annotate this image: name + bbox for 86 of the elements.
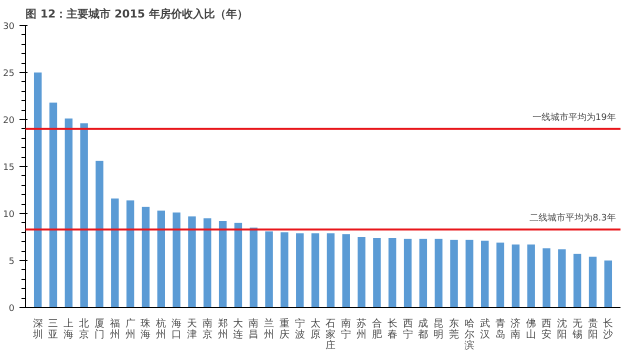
- x-tick-label: 重庆: [279, 318, 290, 340]
- x-tick-label: 大连: [233, 318, 244, 340]
- x-tick-label: 厦门: [94, 318, 104, 340]
- x-tick-label: 兰州: [264, 318, 274, 340]
- bar: [157, 210, 165, 308]
- chart-title: 图 12：主要城市 2015 年房价收入比（年）: [26, 8, 248, 20]
- x-tick-label: 西宁: [402, 318, 413, 340]
- bar: [204, 218, 212, 308]
- bar: [34, 72, 42, 308]
- x-tick-label: 郑州: [218, 318, 228, 340]
- y-tick-label: 15: [3, 163, 14, 173]
- bar: [558, 249, 566, 308]
- bar: [512, 244, 520, 308]
- bar: [188, 216, 196, 308]
- y-tick-label: 0: [8, 304, 15, 314]
- bar: [373, 238, 381, 308]
- x-tick-label: 长沙: [603, 318, 614, 340]
- bar: [142, 206, 150, 308]
- x-tick-label: 杭州: [155, 318, 166, 340]
- bar: [296, 233, 304, 308]
- bar: [265, 231, 273, 308]
- bar: [434, 238, 442, 308]
- bar: [280, 232, 288, 308]
- bar: [64, 118, 73, 308]
- x-tick-label: 昆明: [434, 318, 444, 340]
- x-tick-label: 深圳: [32, 318, 43, 340]
- bar: [388, 238, 396, 308]
- bar: [466, 240, 474, 308]
- x-tick-label: 广州: [125, 318, 136, 340]
- y-tick-label: 5: [8, 257, 15, 267]
- x-tick-label: 贵阳: [588, 318, 598, 340]
- bar: [419, 238, 428, 308]
- bar: [481, 240, 489, 308]
- bar: [49, 102, 58, 308]
- x-tick-label: 天津: [186, 318, 197, 340]
- x-tick-label: 上海: [64, 318, 74, 340]
- x-tick-label: 东莞: [449, 318, 460, 340]
- x-tick-label: 太原: [310, 318, 320, 340]
- x-tick-label: 南京: [202, 318, 212, 340]
- y-tick-label: 30: [3, 22, 15, 32]
- x-tick-label: 珠海: [140, 318, 151, 340]
- bar: [326, 233, 335, 308]
- x-tick-label: 南昌: [248, 318, 259, 340]
- bar: [404, 238, 412, 308]
- bar: [126, 200, 134, 308]
- x-tick-label: 海口: [172, 318, 182, 340]
- bar: [542, 248, 550, 308]
- bar: [450, 240, 458, 308]
- x-tick-label: 北京: [79, 318, 90, 340]
- x-tick-label: 沈阳: [556, 318, 567, 340]
- x-tick-label: 苏州: [356, 318, 367, 340]
- bar: [80, 123, 88, 308]
- x-tick-label: 南宁: [341, 318, 352, 340]
- bar: [604, 260, 612, 308]
- x-tick-label: 武汉: [480, 318, 490, 340]
- x-tick-label: 青岛: [495, 318, 506, 340]
- bar: [96, 160, 104, 308]
- ref-line-label: 二线城市平均为8.3年: [530, 212, 616, 224]
- y-tick-label: 25: [3, 69, 14, 79]
- x-tick-label: 西安: [542, 318, 552, 340]
- y-tick-label: 20: [3, 116, 15, 126]
- bar: [573, 254, 582, 308]
- x-tick-label: 哈尔滨: [464, 318, 474, 352]
- x-tick-label: 佛山: [526, 318, 536, 340]
- ref-line-label: 一线城市平均为19年: [532, 112, 616, 123]
- x-tick-label: 石家庄: [326, 318, 336, 352]
- bar: [342, 234, 350, 308]
- x-tick-label: 无锡: [571, 318, 582, 340]
- x-tick-label: 长春: [387, 318, 398, 340]
- bar: [250, 228, 258, 308]
- bar: [588, 256, 597, 308]
- x-tick-label: 福州: [110, 318, 120, 340]
- bar: [172, 212, 180, 308]
- bar: [496, 242, 504, 308]
- x-tick-label: 三亚: [48, 318, 58, 340]
- x-tick-label: 合肥: [372, 318, 382, 340]
- bar: [358, 237, 366, 308]
- x-tick-label: 成都: [418, 318, 428, 340]
- bar: [234, 222, 242, 308]
- bar: [527, 244, 535, 308]
- bar: [311, 233, 320, 308]
- x-tick-label: 济南: [510, 318, 521, 340]
- x-tick-label: 宁波: [294, 318, 305, 340]
- y-tick-label: 10: [3, 210, 15, 220]
- bar: [218, 221, 227, 308]
- bar: [111, 198, 119, 308]
